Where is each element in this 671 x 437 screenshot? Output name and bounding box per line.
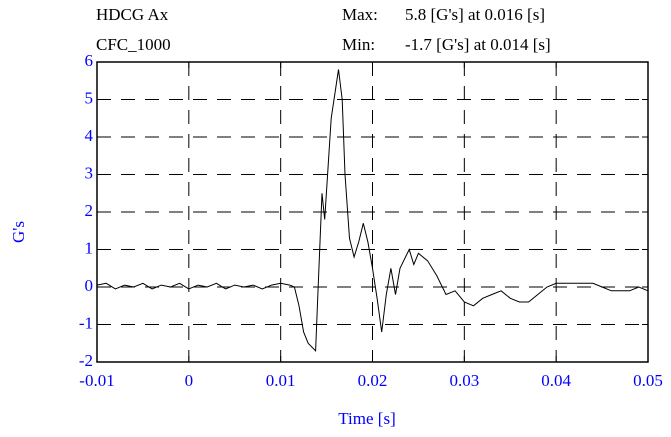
max-text: 5.8 [G's] at 0.016 [s]	[405, 5, 545, 24]
x-tick-label: 0.04	[541, 371, 571, 390]
y-tick-label: 0	[85, 276, 94, 295]
x-tick-label: 0.01	[266, 371, 296, 390]
y-tick-label: 5	[85, 88, 94, 107]
x-tick-label: 0.05	[633, 371, 663, 390]
y-tick-label: 1	[85, 238, 94, 257]
x-axis-label: Time [s]	[338, 409, 395, 428]
y-tick-label: -2	[79, 351, 93, 370]
header-filter: CFC_1000	[96, 35, 171, 54]
x-tick-label: 0	[185, 371, 194, 390]
data-line	[96, 69, 649, 352]
plot-frame	[96, 61, 649, 363]
header-title: HDCG Ax	[96, 5, 169, 24]
x-tick-label: -0.01	[79, 371, 114, 390]
y-tick-label: 6	[85, 51, 94, 70]
y-axis-label: G's	[9, 221, 28, 243]
x-tick-label: 0.02	[358, 371, 388, 390]
min-label: Min:	[342, 35, 375, 54]
max-label: Max:	[342, 5, 378, 24]
x-tick-label: 0.03	[449, 371, 479, 390]
y-tick-label: 2	[85, 201, 94, 220]
y-tick-label: 4	[85, 126, 94, 145]
min-text: -1.7 [G's] at 0.014 [s]	[405, 35, 551, 54]
y-tick-label: 3	[85, 163, 94, 182]
y-tick-label: -1	[79, 313, 93, 332]
